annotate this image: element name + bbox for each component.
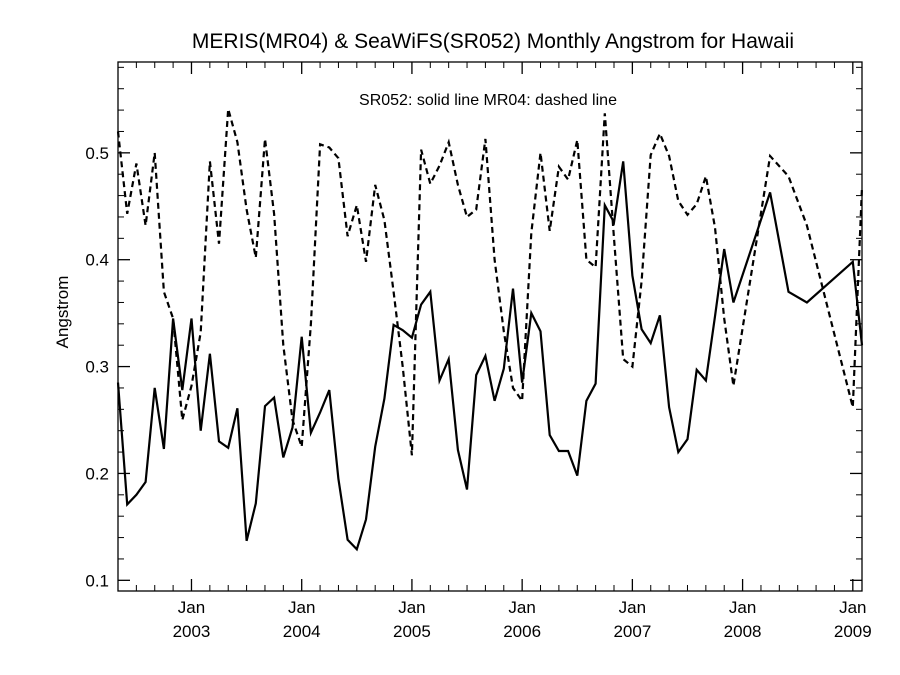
x-tick-year: 2009 [834,622,872,641]
x-tick-month: Jan [288,598,315,617]
series-line-sr052 [116,161,864,552]
x-tick-month: Jan [729,598,756,617]
chart-title: MERIS(MR04) & SeaWiFS(SR052) Monthly Ang… [192,30,794,53]
x-tick-year: 2006 [503,622,541,641]
y-tick-label: 0.3 [85,358,109,377]
x-tick-year: 2007 [613,622,651,641]
x-tick-month: Jan [178,598,205,617]
y-tick-label: 0.4 [85,251,109,270]
x-tick-year: 2003 [173,622,211,641]
x-tick-month: Jan [619,598,646,617]
plot-frame [117,61,863,592]
series-line-mr04 [116,108,864,456]
axis-layer: 0.1 0.2 0.3 0.4 0.5 Jan 2003 Jan 2004 Jan 2005 Jan 2… [85,61,872,641]
y-tick-label: 0.5 [85,144,109,163]
x-tick-year: 2005 [393,622,431,641]
x-tick-year: 2008 [724,622,762,641]
x-tick-month: Jan [839,598,866,617]
line-style-annotation: SR052: solid line MR04: dashed line [359,92,617,109]
x-tick-year: 2004 [283,622,321,641]
y-tick-label: 0.2 [85,464,109,483]
y-axis-label: Angstrom [53,276,72,349]
x-tick-month: Jan [398,598,425,617]
y-tick-label: 0.1 [85,571,109,590]
series-layer [116,108,864,552]
x-tick-month: Jan [508,598,535,617]
